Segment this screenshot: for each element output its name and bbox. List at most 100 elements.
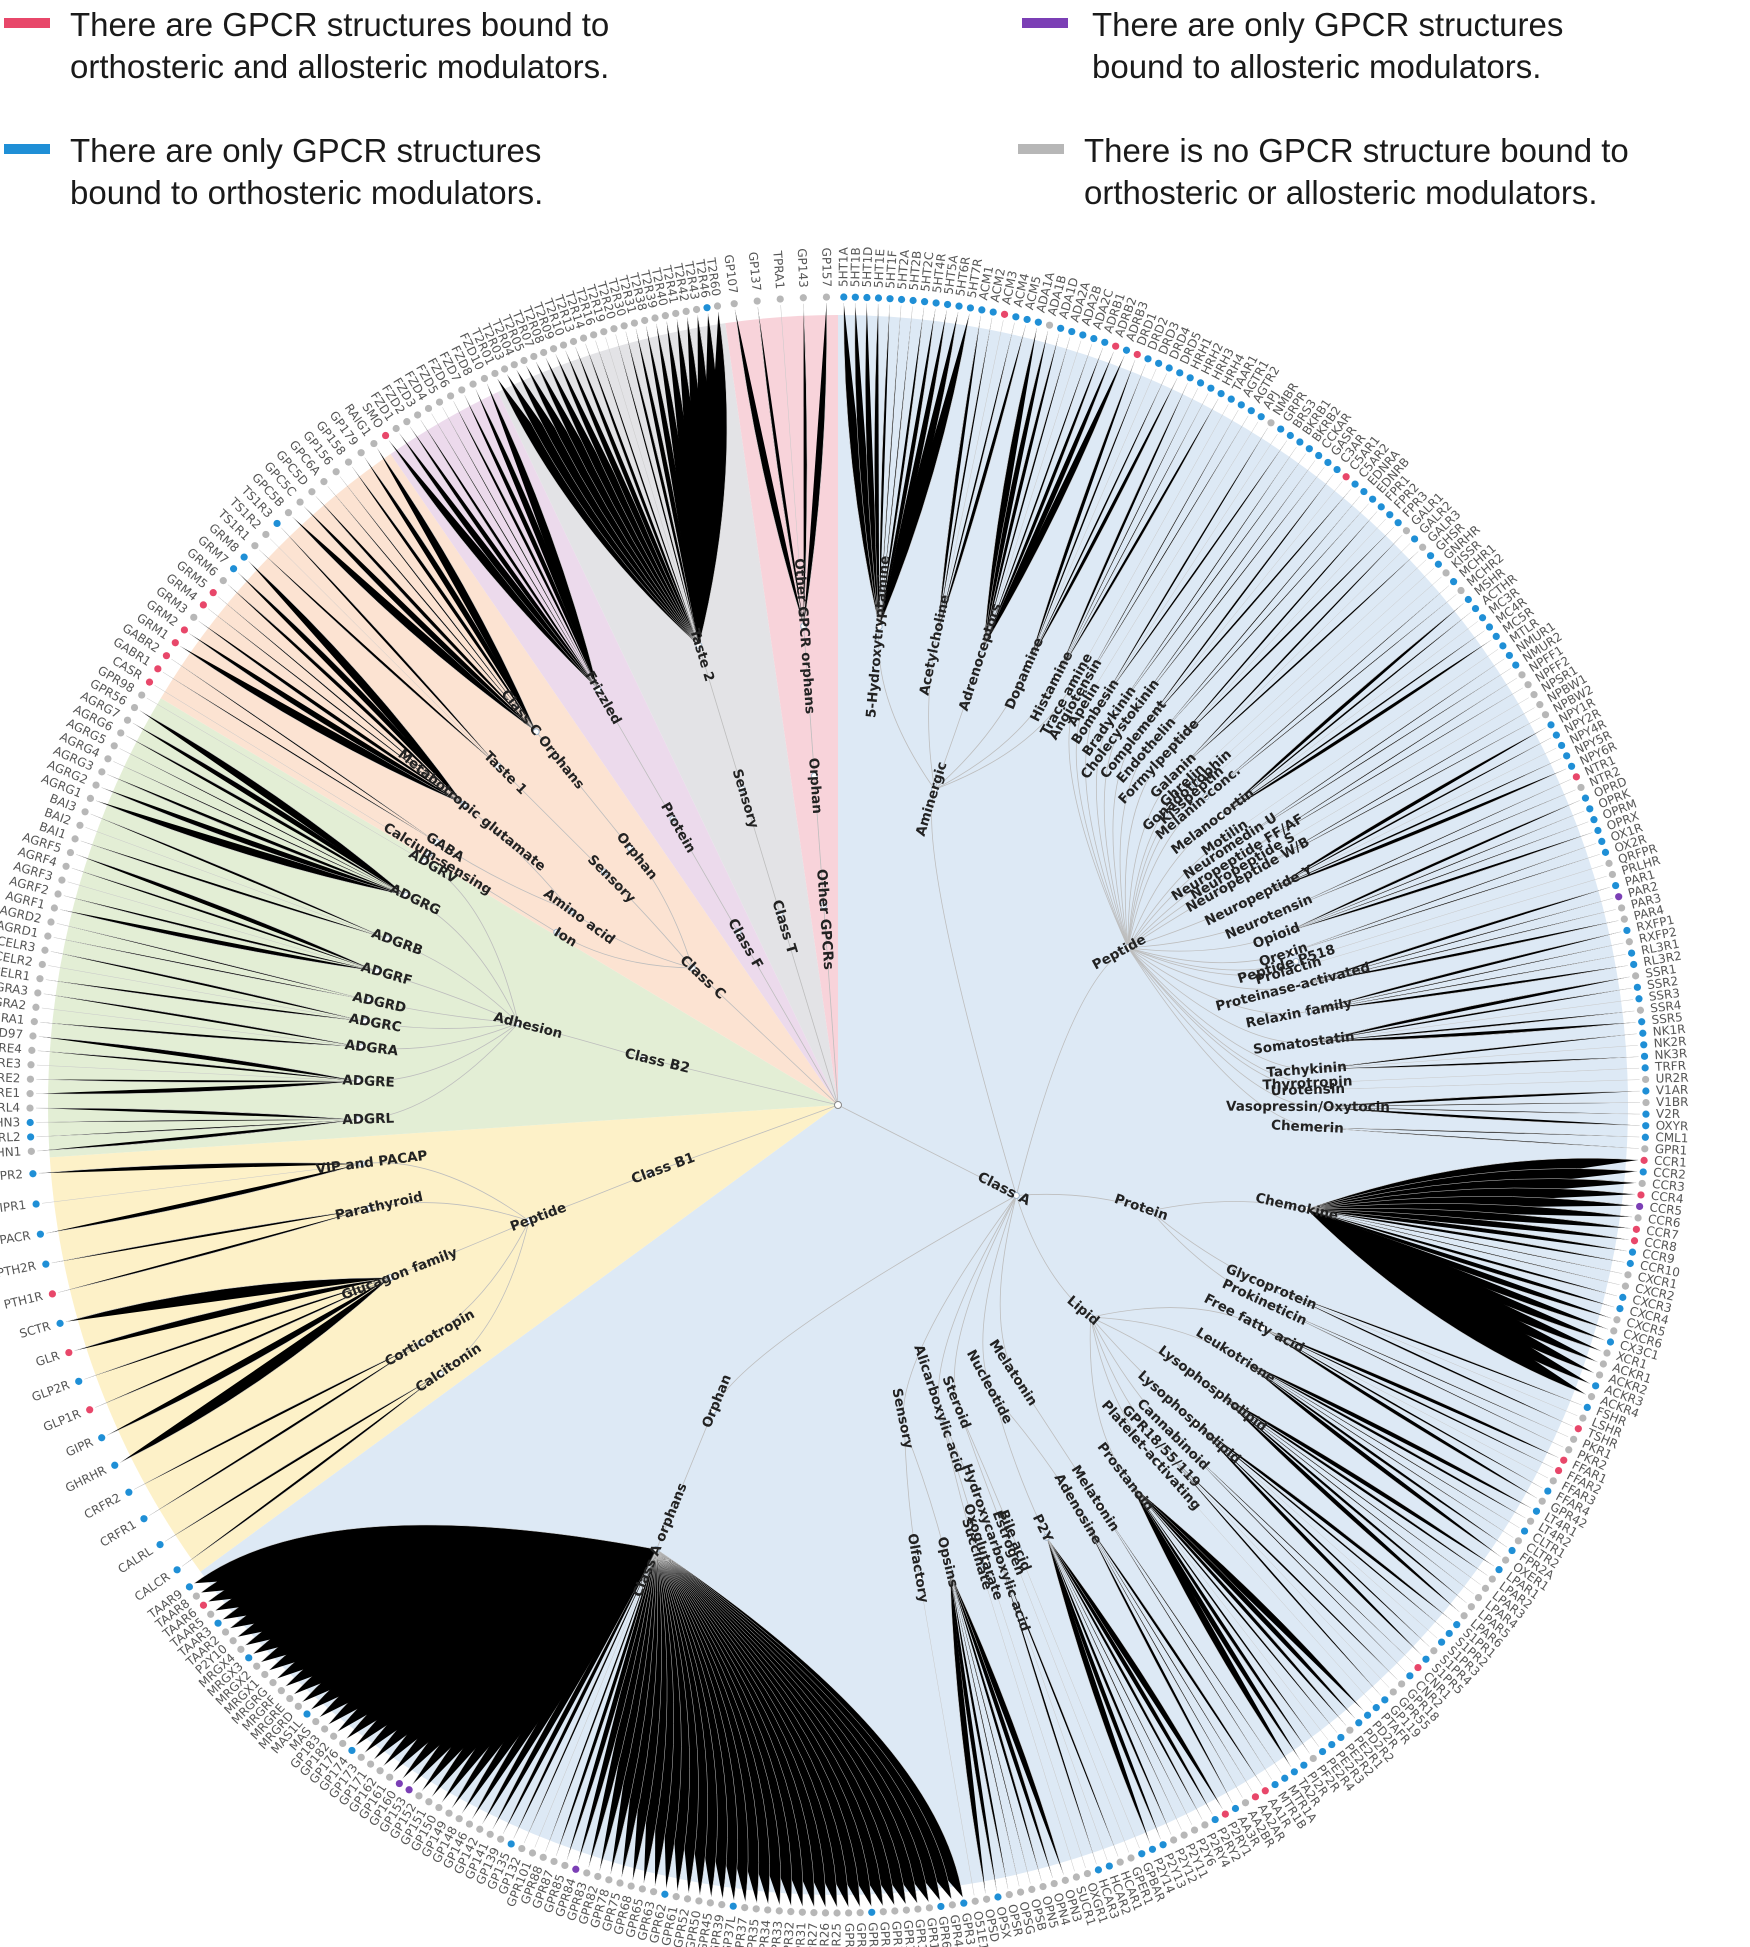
leaf-npy1r-status-dot: [1547, 721, 1555, 729]
edge-adgrf-0: [60, 909, 377, 972]
leaf-mtr1b-status-dot: [1271, 1780, 1279, 1789]
node-neuropeptide-w-b: [1253, 866, 1261, 874]
leaf-mrgre-status-dot: [286, 1694, 294, 1703]
leaf-grm7-status-dot: [229, 565, 238, 573]
leaf-gpr52-status-dot: [683, 1895, 692, 1903]
node-endothelin: [1149, 739, 1157, 747]
leaf-bai1-status-dot: [71, 835, 79, 843]
leaf-p2y12-status-dot: [1170, 1836, 1178, 1844]
leaf-celr3-label: CELR3: [0, 934, 37, 955]
leaf-p2y14-status-dot: [1148, 1845, 1157, 1853]
edge-class_b1-sub-0: [528, 1173, 651, 1222]
edge-adgrv-0: [146, 697, 425, 862]
leaf-crfr1-status-dot: [140, 1515, 148, 1523]
edge-alicarboxylic-acid-fam-1: [941, 1418, 987, 1562]
leaf-crfr1-label: CRFR1: [98, 1517, 139, 1549]
edge-metabotropic-glutamate-3: [207, 608, 465, 805]
edge-bombesin-1: [1100, 433, 1278, 704]
leaf-ccr9-label: CCR9: [1641, 1247, 1676, 1267]
leaf-cxcr5-status-dot: [1613, 1316, 1621, 1324]
edge-adhesion-fam-3: [365, 1021, 519, 1029]
edge-gpr18-55-119-1: [1167, 1453, 1390, 1688]
edge-lysophospholipid-4: [1196, 1423, 1422, 1656]
leaf-opsd-label: OPSD: [982, 1908, 1002, 1944]
edge-sensory-fam-1: [904, 1428, 920, 1579]
edge-taste-2-1: [506, 374, 700, 646]
edge-protein-fam-2: [1150, 1210, 1274, 1308]
edge-class-c-orphans-1: [303, 506, 537, 732]
leaf-t2r46-status-dot: [703, 304, 711, 312]
edge-class-a-orphans-11: [656, 1549, 838, 1908]
edge-taste-1-0: [259, 549, 499, 767]
edge-adgra-2: [43, 993, 362, 1048]
leaf-gpr17-status-dot: [902, 1906, 910, 1914]
leaf-mc3r-status-dot: [1478, 614, 1487, 622]
edge-aminergic-fam-5: [934, 685, 1072, 790]
edge-root-class_t: [779, 913, 839, 1106]
edge-chemerin-1: [1317, 1127, 1639, 1149]
leaf-ccr6-status-dot: [1634, 1214, 1642, 1222]
leaf-agre1-status-dot: [26, 1090, 34, 1098]
leaf-opsd-status-dot: [982, 1895, 991, 1903]
leaf-cnr1-status-dot: [1414, 1663, 1422, 1672]
edge-ghrelin-0: [1189, 559, 1427, 779]
edge-class_a-sub-0: [931, 789, 1017, 1196]
edge-aminergic-fam-2: [934, 647, 984, 790]
edge-leukotriene-3: [1243, 1360, 1514, 1538]
node-melanocortin: [1217, 812, 1225, 820]
leaf-agra1-label: AGRA1: [0, 1009, 25, 1027]
edge-class-a-orphans-35: [566, 1549, 657, 1860]
leaf-gp171-status-dot: [367, 1760, 375, 1768]
edge-neuromedin-u-1: [1238, 668, 1511, 842]
leaf-5ht1f-label: 5HT1F: [883, 250, 899, 289]
leaf-acm5-status-dot: [1023, 315, 1031, 324]
node-leukotriene: [1240, 1357, 1248, 1365]
edge-bombesin-0: [1100, 427, 1268, 704]
leaf-mchr1-status-dot: [1450, 578, 1458, 586]
leaf-mc4r-status-dot: [1485, 623, 1494, 631]
leaf-grm8-status-dot: [240, 553, 248, 561]
leaf-gpc6a-status-dot: [320, 478, 328, 486]
leaf-vipr2-label: VIPR2: [0, 1167, 24, 1184]
edge-peptide-fam-10: [1127, 783, 1195, 948]
node-hydroxycarboxylic-acid: [995, 1553, 1003, 1561]
leaf-v2r-status-dot: [1642, 1110, 1650, 1118]
leaf-hrh3-status-dot: [1207, 384, 1215, 392]
node-oxoglutarate: [982, 1558, 990, 1566]
edge-class_c-sub-3: [630, 848, 693, 969]
edge-glucagon-family-0: [120, 1277, 391, 1463]
edge-opsins-1: [949, 1571, 1053, 1878]
leaf-pkr1-status-dot: [1570, 1435, 1578, 1443]
leaf-opn3-status-dot: [1061, 1876, 1069, 1884]
edge-corticotropin-0: [148, 1342, 422, 1516]
edge-class-a-orphans-36: [555, 1549, 657, 1856]
leaf-v2r-label: V2R: [1656, 1107, 1680, 1121]
leaf-gpc5d-status-dot: [308, 488, 316, 496]
leaf-gp37l-label: GP37L: [720, 1915, 739, 1947]
leaf-gpr52-label: GPR52: [671, 1907, 692, 1947]
sector-other: [725, 315, 838, 1105]
edge-amino-acid-fam-1: [463, 803, 572, 912]
edge-class-a-orphans-39: [523, 1549, 657, 1844]
leaf-gpr88-status-dot: [539, 1853, 547, 1861]
edge-kisspeptin-0: [1199, 576, 1442, 790]
leaf-5ht1f-status-dot: [886, 295, 894, 303]
node-urotensin: [1314, 1086, 1322, 1094]
edge-p2y-1: [1046, 1537, 1213, 1815]
leaf-5ht5a-label: 5HT5A: [941, 253, 960, 295]
leaf-galr1-status-dot: [1402, 527, 1411, 535]
leaf-opsx-label: OPSX: [994, 1905, 1014, 1940]
leaf-t2r05-status-dot: [520, 356, 528, 365]
leaf-gpr61-status-dot: [672, 1893, 680, 1901]
legend-red-swatch: [4, 18, 50, 28]
edge-gpr18-55-119-2: [1167, 1453, 1381, 1696]
node-class_f: [734, 928, 742, 936]
leaf-ccr3-label: CCR3: [1652, 1177, 1686, 1194]
leaf-gpr82-status-dot: [594, 1872, 602, 1881]
edge-taste-1-2: [281, 527, 499, 767]
edge-somatostatin-4: [1313, 1022, 1636, 1043]
edge-lipid-fam-2: [1090, 1316, 1221, 1396]
leaf-pacr-status-dot: [36, 1230, 44, 1238]
leaf-raig1-status-dot: [370, 439, 378, 448]
leaf-agre1-label: AGRE1: [0, 1085, 20, 1100]
